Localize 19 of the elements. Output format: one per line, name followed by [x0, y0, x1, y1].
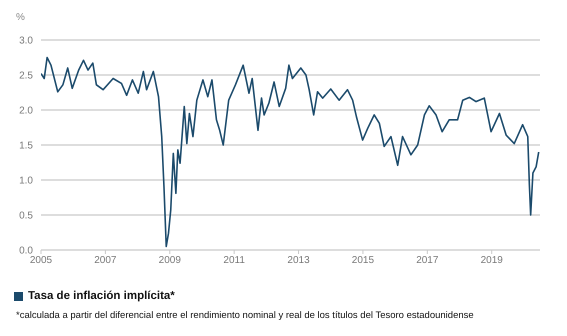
x-tick-label: 2019 [480, 255, 504, 266]
line-series [41, 56, 540, 248]
y-tick-label: 2.5 [19, 70, 34, 82]
y-tick-label: 3.0 [19, 36, 34, 47]
x-tick-label: 2007 [94, 255, 117, 266]
x-tick-label: 2015 [352, 255, 374, 266]
y-tick-label: 0.5 [19, 210, 34, 222]
y-tick-label: 0.0 [19, 246, 34, 257]
y-axis-title: % [16, 12, 25, 23]
y-tick-label: 1.5 [19, 140, 34, 152]
x-tick-label: 2013 [287, 255, 310, 266]
y-tick-label: 1.0 [19, 176, 34, 187]
x-tick-label: 2009 [158, 255, 182, 266]
y-tick-label: 2.0 [19, 106, 34, 117]
x-tick-label: 2005 [30, 255, 53, 266]
x-tick-label: 2017 [416, 255, 439, 266]
x-tick-label: 2011 [223, 255, 246, 266]
text: *calculada a partir del diferencial entre el rendimiento nominal y real de los títulos del Tesoro estadounidense [16, 310, 474, 321]
legend-label: Tasa de inflación implícita* [28, 290, 175, 302]
